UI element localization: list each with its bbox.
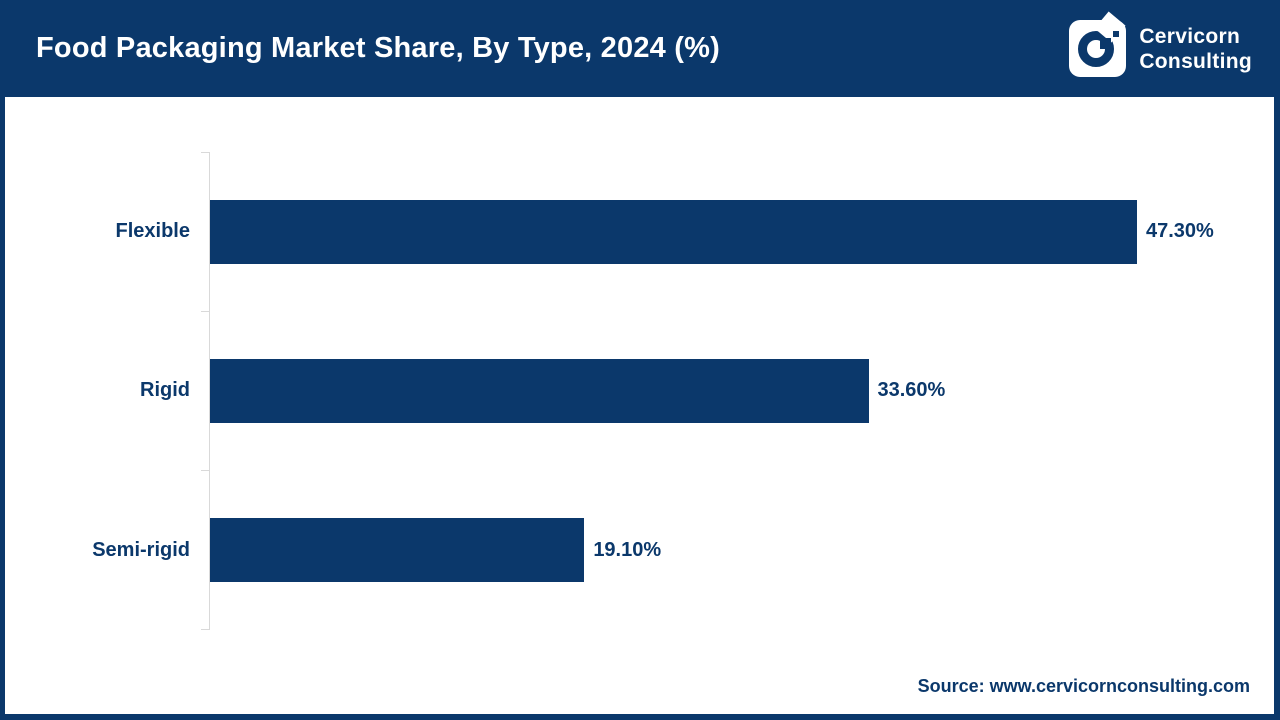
axis-tick bbox=[201, 629, 209, 630]
bar-track: 47.30% bbox=[210, 199, 1214, 264]
bar-semi-rigid bbox=[210, 518, 585, 582]
bar-row-semi-rigid: Semi-rigid 19.10% bbox=[0, 470, 1280, 630]
bar-row-rigid: Rigid 33.60% bbox=[0, 311, 1280, 470]
bar-track: 19.10% bbox=[210, 518, 661, 582]
brand-name-line1: Cervicorn bbox=[1139, 24, 1241, 48]
category-label: Rigid bbox=[140, 379, 190, 401]
frame-border-bottom bbox=[0, 714, 1280, 720]
category-label: Flexible bbox=[115, 220, 190, 242]
c-pixel-square-large bbox=[1100, 38, 1112, 49]
header-bar: Food Packaging Market Share, By Type, 20… bbox=[0, 0, 1280, 97]
category-label: Semi-rigid bbox=[92, 538, 190, 561]
axis-tick bbox=[201, 311, 209, 312]
y-axis-line bbox=[209, 152, 210, 630]
brand-name-line2: Consulting bbox=[1139, 49, 1252, 73]
bar-track: 33.60% bbox=[210, 358, 946, 423]
cervicorn-c-icon bbox=[1069, 11, 1127, 77]
axis-tick bbox=[201, 470, 209, 471]
value-label: 19.10% bbox=[593, 538, 662, 561]
value-label: 47.30% bbox=[1146, 220, 1214, 242]
c-pixel-square-small bbox=[1113, 31, 1120, 37]
value-label: 33.60% bbox=[877, 379, 946, 401]
bar-flexible bbox=[210, 199, 1137, 264]
frame-border-right bbox=[1274, 0, 1280, 720]
c-ring-shape bbox=[1078, 31, 1115, 67]
bar-row-flexible: Flexible 47.30% bbox=[0, 152, 1280, 311]
page-title: Food Packaging Market Share, By Type, 20… bbox=[36, 32, 720, 64]
brand-name: Cervicorn Consulting bbox=[1139, 24, 1252, 74]
brand-logo: Cervicorn Consulting bbox=[1069, 11, 1252, 77]
bar-rigid bbox=[210, 358, 869, 423]
source-text: Source: www.cervicornconsulting.com bbox=[917, 676, 1250, 696]
axis-tick bbox=[201, 152, 209, 153]
frame-border-left bbox=[0, 0, 5, 720]
